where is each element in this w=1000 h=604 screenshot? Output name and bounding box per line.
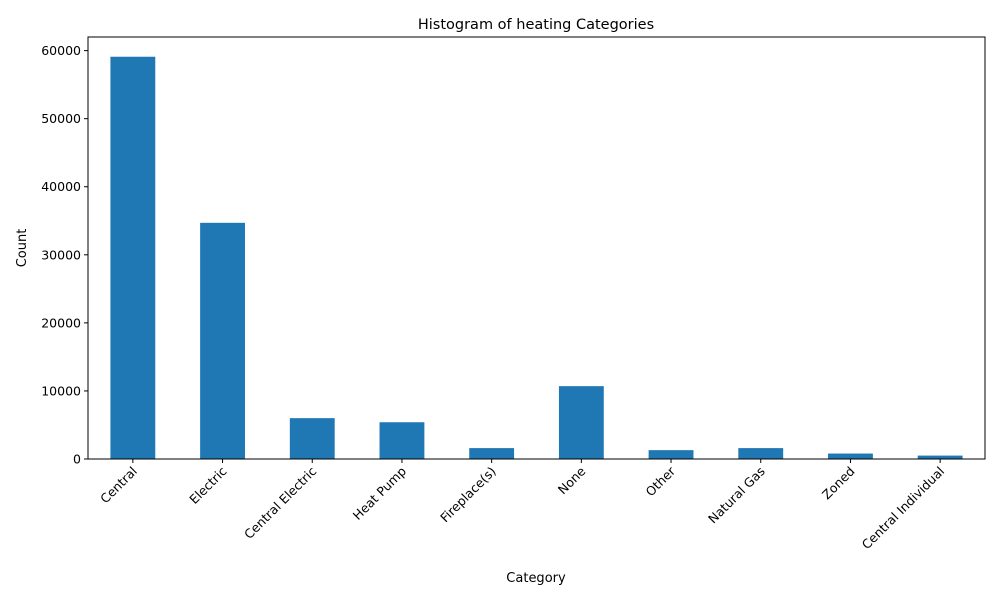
y-axis-ticks: 0 10000 20000 30000 40000 50000 60000 (41, 43, 88, 467)
chart-title: Histogram of heating Categories (418, 17, 654, 33)
bar-central-electric (289, 418, 335, 459)
x-tick-label: Zoned (819, 464, 858, 503)
x-tick-label: Central Individual (859, 464, 948, 553)
bar-central (110, 56, 156, 459)
x-axis-label: Category (506, 571, 566, 586)
x-tick-label: None (555, 463, 589, 497)
y-tick-label: 60000 (41, 43, 81, 58)
bar-none (558, 386, 604, 459)
y-tick-label: 20000 (41, 315, 81, 330)
x-axis-ticks: Central Electric Central Electric Heat Pump… (97, 459, 947, 552)
bar-heat-pump (379, 422, 425, 459)
x-tick-label: Other (642, 463, 678, 499)
y-axis-label: Count (15, 229, 30, 268)
bars-layer (110, 56, 963, 459)
bar-natural-gas (738, 448, 784, 459)
y-tick-label: 10000 (41, 383, 81, 398)
x-tick-label: Electric (186, 463, 229, 506)
x-tick-label: Heat Pump (350, 463, 409, 522)
bar-central-individual (917, 455, 963, 459)
bar-electric (200, 222, 245, 459)
x-tick-label: Central (97, 464, 140, 507)
plot-frame (87, 36, 986, 460)
y-tick-label: 40000 (41, 179, 81, 194)
bar-zoned (828, 453, 873, 459)
y-tick-label: 0 (73, 452, 81, 467)
x-tick-label: Fireplace(s) (437, 464, 499, 526)
bar-fireplace-s (469, 448, 515, 459)
x-tick-label: Natural Gas (705, 464, 768, 527)
y-tick-label: 30000 (41, 247, 81, 262)
y-tick-label: 50000 (41, 111, 81, 126)
bar-other (648, 450, 694, 459)
x-tick-label: Central Electric (241, 463, 319, 541)
